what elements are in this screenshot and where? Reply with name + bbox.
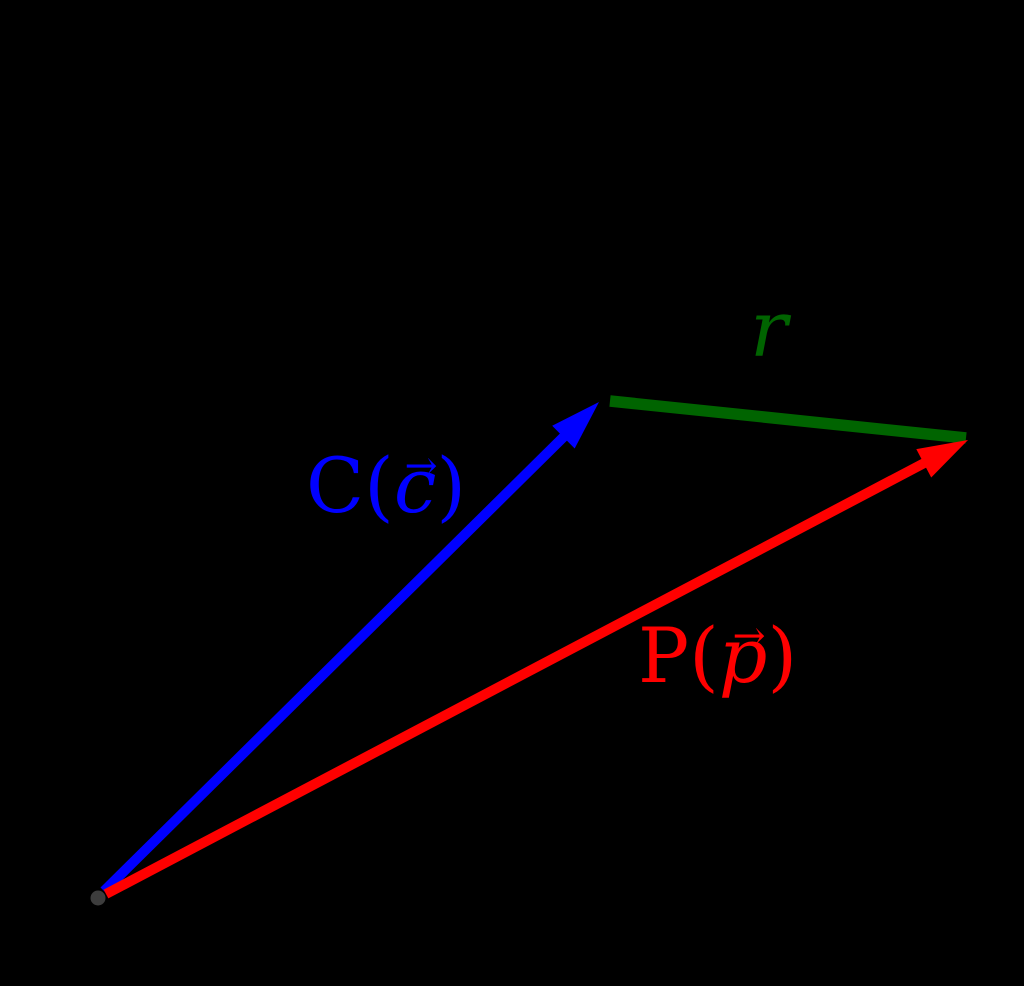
center-vector-shaft (100, 432, 569, 895)
point-label: P(→ p) (638, 613, 797, 694)
vector-arrow-icon: → (404, 443, 438, 490)
center-label-suffix: ) (436, 441, 467, 530)
vector-arrow-icon: → (732, 613, 766, 660)
radius-label: r (750, 285, 788, 375)
center-label: C(→ c) (306, 443, 466, 524)
point-label-prefix: P( (638, 611, 719, 700)
center-vector-arrowhead-icon (552, 402, 599, 449)
point-label-letter: p (718, 611, 768, 700)
center-label-letter: c (393, 441, 437, 530)
origin-dot (90, 890, 106, 906)
center-label-prefix: C( (306, 441, 394, 530)
radius-segment (609, 395, 967, 444)
point-vector-arrowhead-icon (916, 440, 968, 478)
point-label-vector-letter: → p (719, 613, 768, 694)
point-vector-shaft (103, 457, 928, 899)
center-label-vector-letter: → c (394, 443, 438, 524)
point-label-suffix: ) (767, 611, 798, 700)
